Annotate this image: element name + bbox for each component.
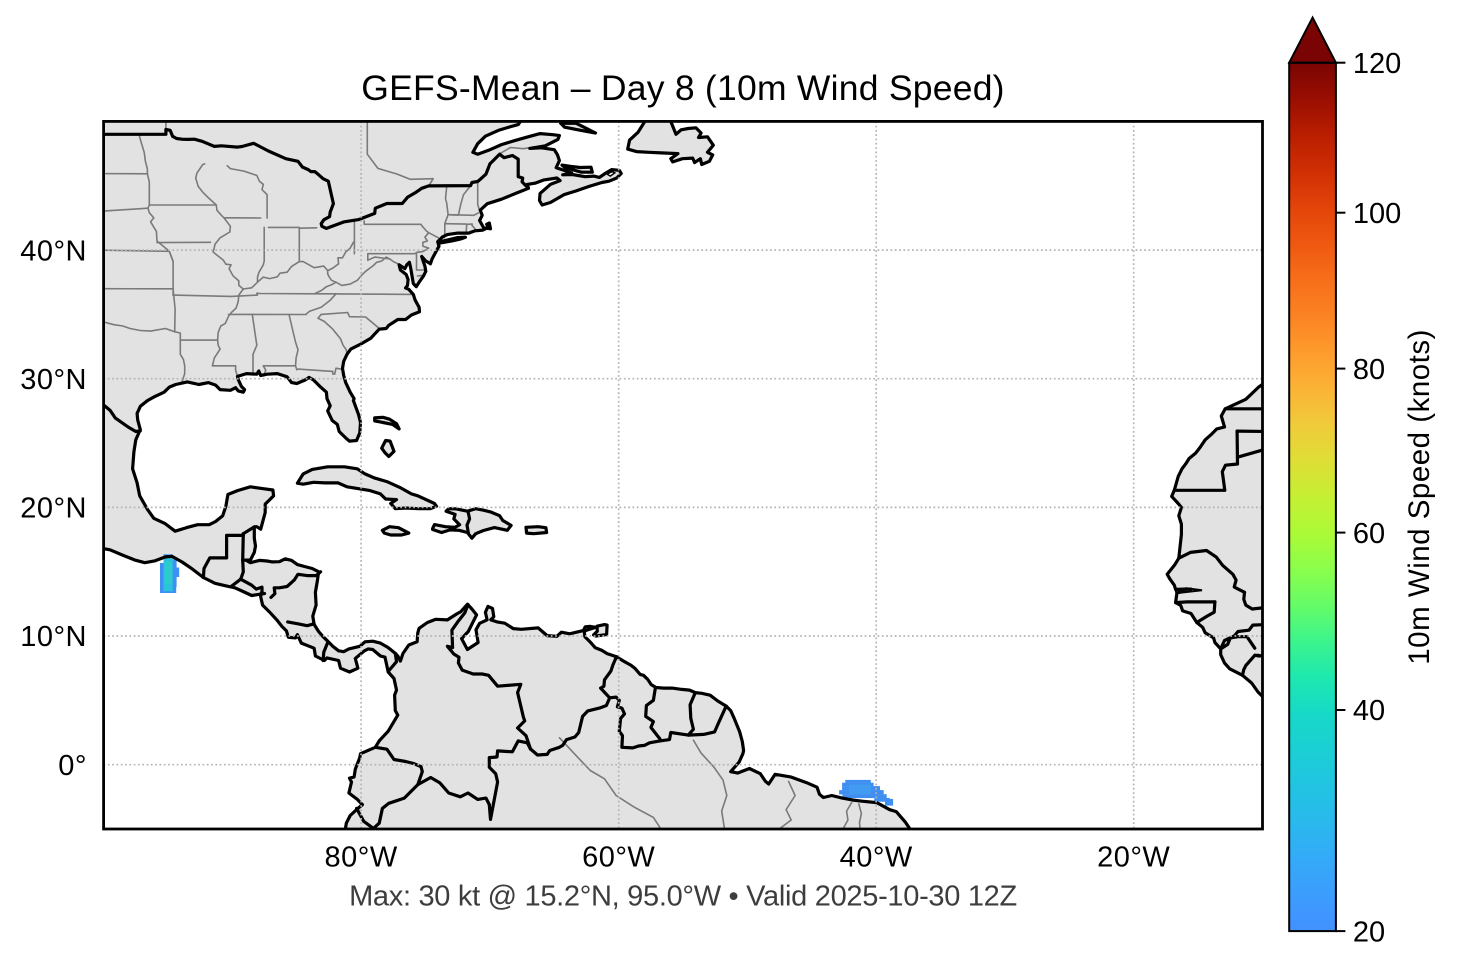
svg-text:10°N: 10°N [20,621,87,653]
svg-text:80: 80 [1353,354,1385,386]
svg-text:Max: 30 kt @ 15.2°N, 95.0°W •: Max: 30 kt @ 15.2°N, 95.0°W • Valid 2025… [349,881,1017,913]
svg-text:GEFS-Mean – Day 8 (10m Wind Sp: GEFS-Mean – Day 8 (10m Wind Speed) [361,68,1004,108]
svg-text:30°N: 30°N [20,364,87,396]
svg-text:20°W: 20°W [1097,842,1170,874]
svg-text:60: 60 [1353,518,1385,550]
svg-text:100: 100 [1353,198,1401,230]
svg-text:20: 20 [1353,916,1385,948]
svg-text:40°W: 40°W [840,842,913,874]
svg-text:80°W: 80°W [324,842,397,874]
svg-text:40°N: 40°N [20,235,87,267]
svg-text:40: 40 [1353,695,1385,727]
svg-text:0°: 0° [58,750,87,782]
svg-text:20°N: 20°N [20,493,87,525]
svg-text:60°W: 60°W [582,842,655,874]
svg-text:120: 120 [1353,48,1401,80]
svg-text:10m Wind Speed (knots): 10m Wind Speed (knots) [1403,329,1436,665]
